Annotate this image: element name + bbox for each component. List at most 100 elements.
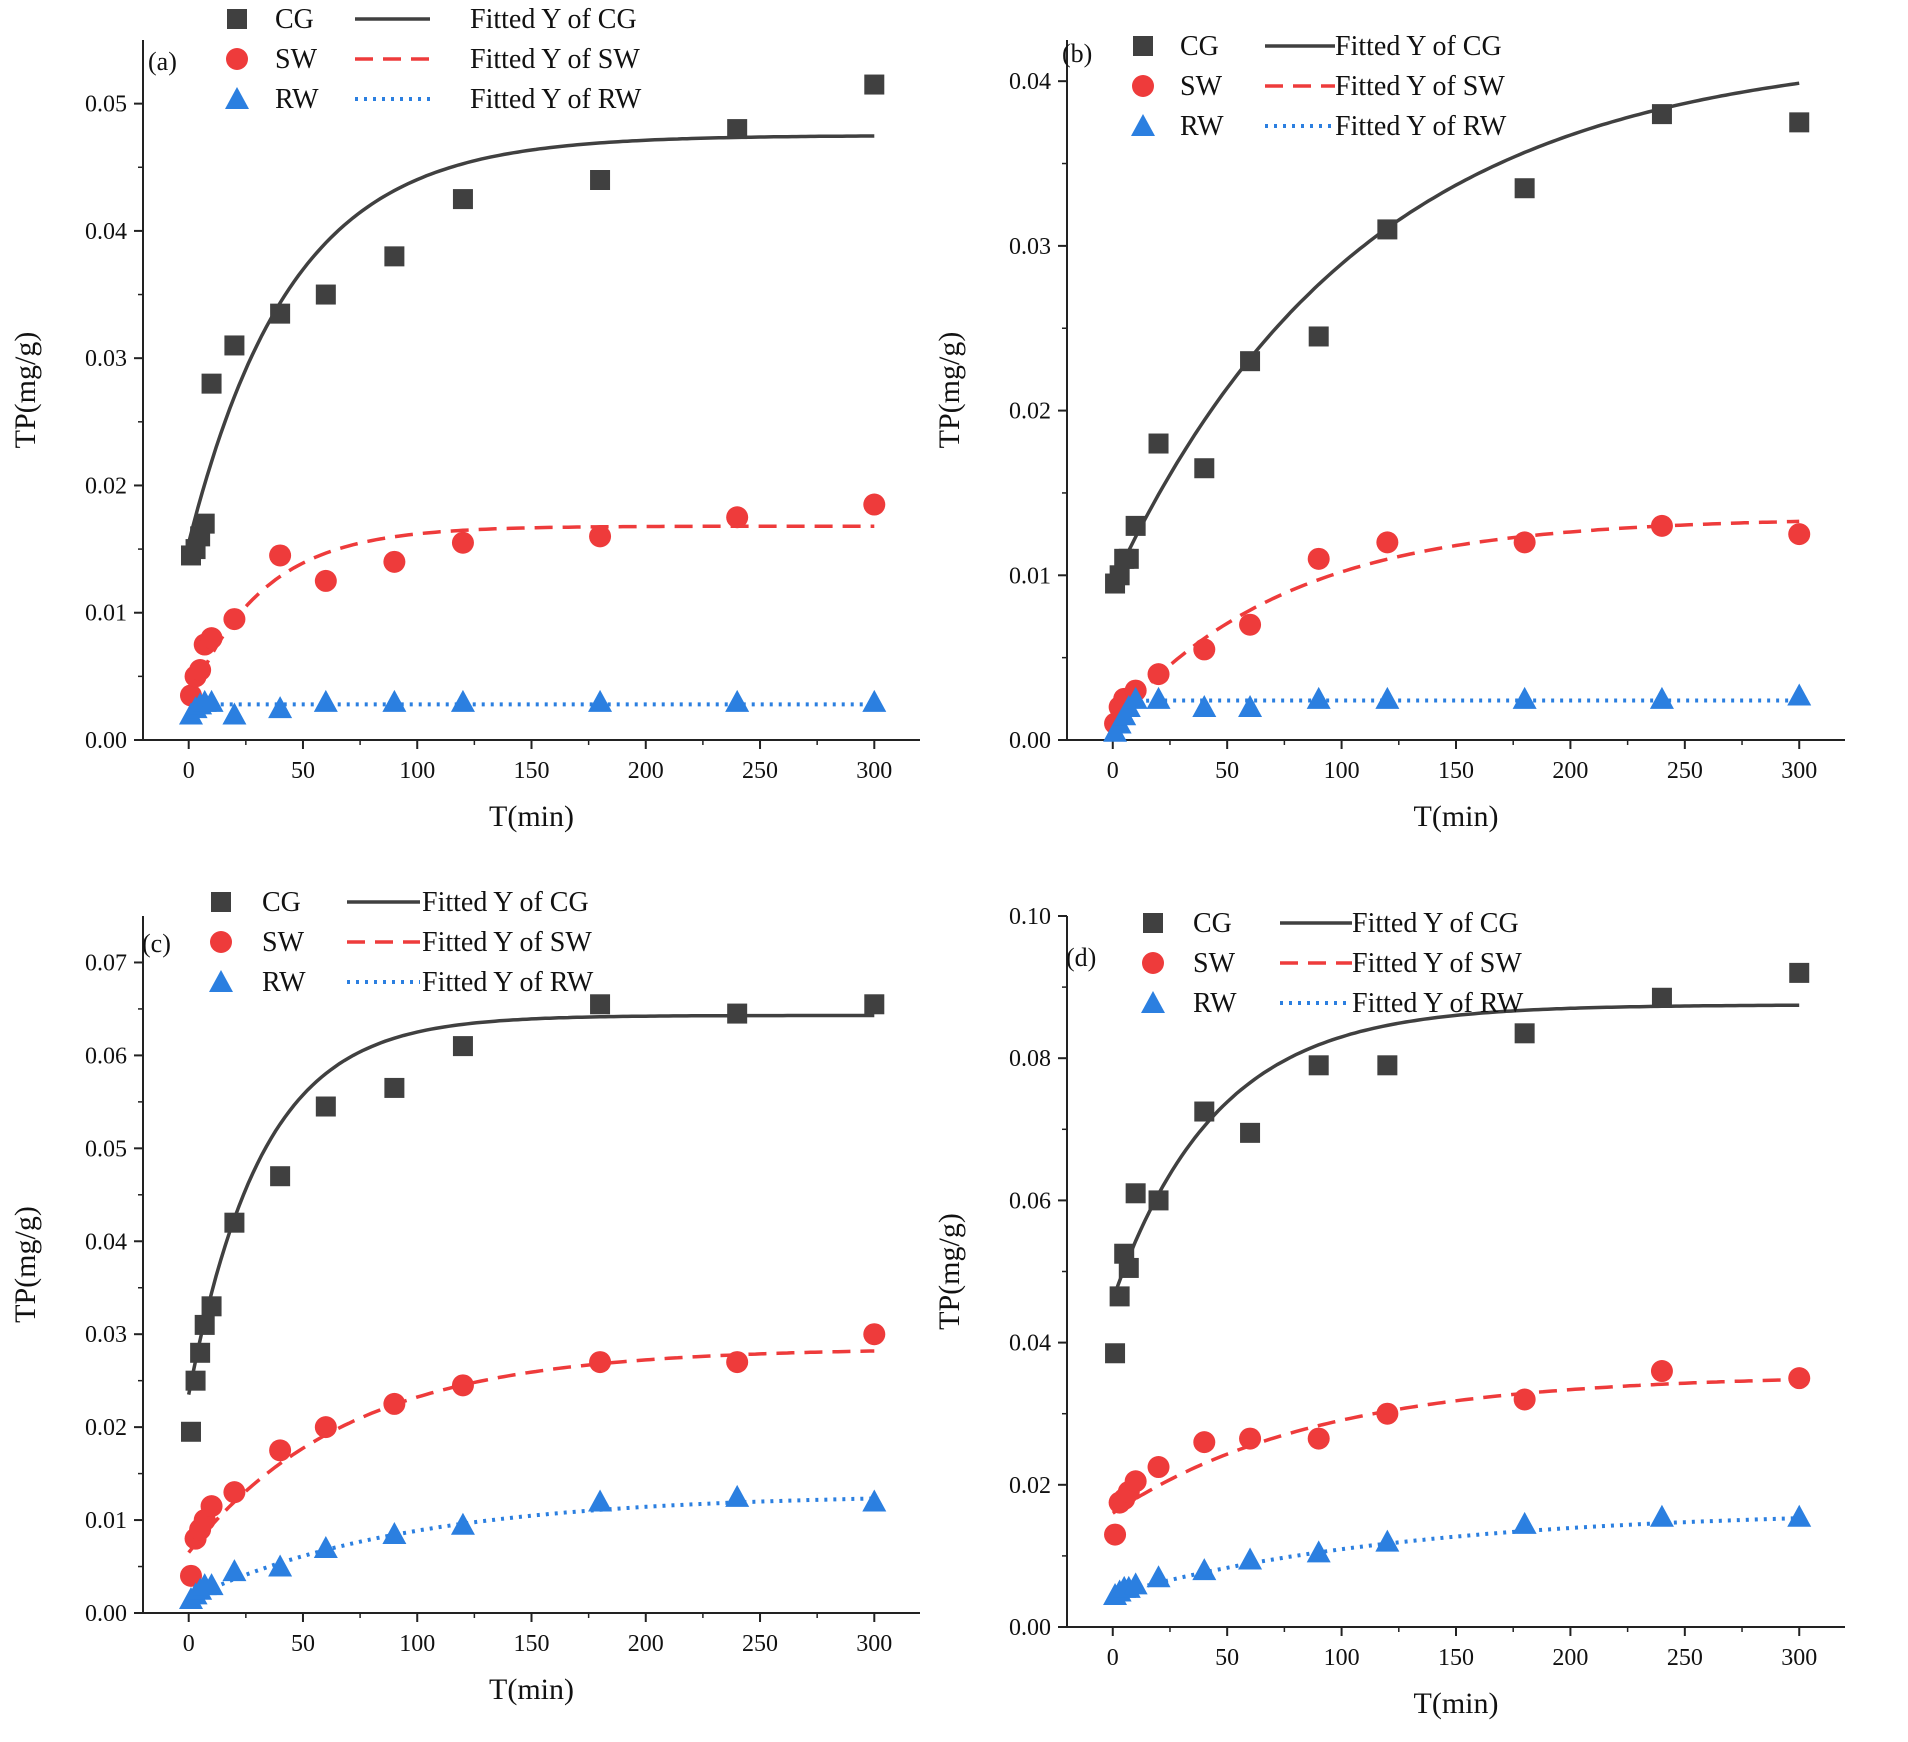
- legend-label-rw: RW: [275, 84, 319, 115]
- data-point-rw: [1238, 695, 1263, 718]
- x-tick-label: 0: [1107, 1645, 1119, 1671]
- legend-marker-rw: [225, 87, 249, 109]
- x-axis-title: T(min): [489, 800, 574, 833]
- legend-label-rw: RW: [1180, 111, 1224, 142]
- data-point-rw: [1306, 1540, 1331, 1563]
- y-tick-label: 0.00: [1009, 728, 1051, 754]
- data-point-cg: [590, 170, 611, 190]
- y-tick-label: 0.03: [1009, 234, 1051, 260]
- legend-label-rw: RW: [262, 967, 306, 998]
- legend-label-sw: SW: [275, 44, 318, 75]
- legend-marker-sw: [210, 931, 232, 953]
- legend-fit-label-sw: Fitted Y of SW: [1352, 948, 1522, 979]
- fit-curve-rw: [187, 1496, 875, 1601]
- data-point-rw: [222, 1559, 247, 1582]
- legend-fit-label-cg: Fitted Y of CG: [470, 4, 637, 35]
- x-tick-label: 300: [856, 758, 892, 784]
- y-tick-label: 0.07: [85, 950, 127, 976]
- data-point-sw: [200, 627, 223, 650]
- data-point-sw: [269, 544, 292, 567]
- x-tick-label: 250: [1667, 758, 1703, 784]
- fit-curve-rw: [1112, 1516, 1800, 1597]
- data-point-cg: [1789, 112, 1810, 133]
- y-axis-title: TP(mg/g): [9, 332, 42, 449]
- data-point-rw: [268, 1554, 293, 1577]
- x-tick-label: 250: [1667, 1645, 1703, 1671]
- y-tick-label: 0.02: [1009, 399, 1051, 425]
- data-point-rw: [1146, 1565, 1171, 1588]
- data-point-cg: [180, 1421, 201, 1442]
- data-point-cg: [201, 1296, 222, 1317]
- data-point-sw: [589, 525, 612, 548]
- data-point-cg: [224, 335, 245, 356]
- data-point-rw: [313, 689, 338, 712]
- y-tick-label: 0.00: [85, 1601, 127, 1627]
- x-tick-label: 0: [1107, 758, 1119, 784]
- legend-marker-rw: [1131, 114, 1155, 136]
- data-point-cg: [1240, 1122, 1261, 1143]
- data-point-cg: [1125, 515, 1146, 536]
- legend-fit-label-sw: Fitted Y of SW: [470, 44, 640, 75]
- data-point-sw: [1650, 514, 1673, 537]
- legend-label-cg: CG: [1193, 908, 1232, 939]
- data-point-rw: [588, 689, 613, 712]
- data-point-sw: [223, 1481, 246, 1504]
- data-point-rw: [382, 689, 407, 712]
- legend-fit-label-rw: Fitted Y of RW: [470, 84, 642, 115]
- legend-marker-cg: [1133, 36, 1153, 56]
- data-point-rw: [1512, 1511, 1537, 1534]
- data-point-cg: [1789, 962, 1810, 983]
- data-point-rw: [1512, 686, 1537, 709]
- data-point-cg: [1118, 1257, 1139, 1278]
- data-point-cg: [1240, 351, 1261, 372]
- panel-d: 0 50 100 150 200 250 300 0.00 0.02 0.04 0.06 0.08 0.…: [933, 904, 1845, 1720]
- data-point-cg: [590, 994, 611, 1015]
- data-point-rw: [268, 696, 293, 719]
- legend-marker-cg: [1143, 913, 1163, 933]
- data-point-cg: [1194, 1101, 1215, 1122]
- data-point-rw: [199, 1573, 224, 1596]
- data-point-rw: [1238, 1547, 1263, 1570]
- data-point-sw: [726, 1351, 749, 1374]
- data-point-rw: [725, 1484, 750, 1507]
- y-tick-label: 0.06: [1009, 1188, 1051, 1214]
- y-tick-label: 0.02: [1009, 1473, 1051, 1499]
- data-point-sw: [1788, 1367, 1811, 1390]
- data-point-cg: [864, 74, 885, 95]
- y-tick-label: 0.00: [1009, 1615, 1051, 1641]
- legend-fit-label-cg: Fitted Y of CG: [1352, 908, 1519, 939]
- data-point-sw: [863, 1323, 886, 1346]
- x-tick-label: 50: [291, 758, 315, 784]
- data-point-sw: [383, 550, 406, 573]
- fit-curve-cg: [1111, 81, 1800, 585]
- legend-fit-label-rw: Fitted Y of RW: [1335, 111, 1507, 142]
- data-point-sw: [1147, 663, 1170, 686]
- data-point-sw: [451, 531, 474, 554]
- data-point-rw: [725, 689, 750, 712]
- data-point-rw: [1787, 683, 1812, 706]
- legend-marker-sw: [226, 48, 248, 70]
- data-point-rw: [199, 689, 224, 712]
- data-point-cg: [452, 189, 473, 210]
- fit-curve-sw: [1111, 519, 1800, 725]
- data-point-rw: [1375, 686, 1400, 709]
- data-point-rw: [1649, 686, 1674, 709]
- legend-label-rw: RW: [1193, 988, 1237, 1019]
- data-point-sw: [223, 608, 246, 631]
- data-point-cg: [315, 284, 336, 305]
- data-point-rw: [382, 1522, 407, 1545]
- data-point-rw: [1123, 1572, 1148, 1595]
- data-point-cg: [1148, 433, 1169, 454]
- legend-label-cg: CG: [262, 887, 301, 918]
- x-tick-label: 150: [514, 758, 550, 784]
- y-tick-label: 0.10: [1009, 904, 1051, 930]
- data-point-cg: [190, 1342, 211, 1363]
- x-tick-label: 150: [1438, 758, 1474, 784]
- x-axis-title: T(min): [489, 1673, 574, 1706]
- data-point-cg: [270, 1166, 291, 1187]
- data-point-cg: [315, 1096, 336, 1117]
- data-point-sw: [1104, 1523, 1127, 1546]
- y-tick-label: 0.01: [1009, 563, 1051, 589]
- legend-fit-label-sw: Fitted Y of SW: [1335, 71, 1505, 102]
- data-point-sw: [589, 1351, 612, 1374]
